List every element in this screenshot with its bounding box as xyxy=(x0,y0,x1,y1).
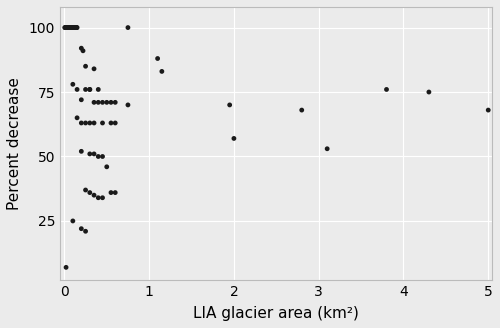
Point xyxy=(78,149,86,154)
Point xyxy=(86,120,94,126)
Point xyxy=(82,229,90,234)
Point xyxy=(73,25,81,30)
Point xyxy=(64,25,72,30)
Point xyxy=(78,46,86,51)
Point xyxy=(64,25,72,30)
Point xyxy=(94,87,102,92)
Point xyxy=(70,25,78,30)
Point xyxy=(72,25,80,30)
Point xyxy=(425,90,433,95)
Point xyxy=(90,120,98,126)
Point xyxy=(62,25,70,30)
Point xyxy=(68,25,76,30)
Point xyxy=(90,151,98,156)
Point xyxy=(73,87,81,92)
Point xyxy=(72,25,80,30)
Point xyxy=(86,87,94,92)
Point xyxy=(111,120,119,126)
Point xyxy=(66,25,74,30)
Point xyxy=(64,25,72,30)
Point xyxy=(67,25,75,30)
Point xyxy=(98,100,106,105)
Point xyxy=(484,108,492,113)
Point xyxy=(103,100,111,105)
Point xyxy=(78,120,86,126)
Point xyxy=(98,195,106,200)
Point xyxy=(61,25,69,30)
Point xyxy=(78,97,86,102)
Point xyxy=(98,120,106,126)
Point xyxy=(69,82,77,87)
Point xyxy=(73,115,81,120)
Point xyxy=(82,187,90,193)
Point xyxy=(70,25,78,30)
Point xyxy=(82,64,90,69)
Point xyxy=(90,100,98,105)
Point xyxy=(107,120,115,126)
Point xyxy=(66,25,74,30)
Point xyxy=(94,195,102,200)
Point xyxy=(62,25,70,30)
Point xyxy=(68,25,76,30)
Point xyxy=(70,25,78,30)
Point xyxy=(230,136,238,141)
Point xyxy=(103,164,111,170)
X-axis label: LIA glacier area (km²): LIA glacier area (km²) xyxy=(194,306,359,321)
Point xyxy=(111,100,119,105)
Point xyxy=(69,218,77,224)
Point xyxy=(94,154,102,159)
Point xyxy=(68,25,76,30)
Point xyxy=(94,100,102,105)
Point xyxy=(65,25,73,30)
Y-axis label: Percent decrease: Percent decrease xyxy=(7,77,22,210)
Point xyxy=(62,265,70,270)
Point xyxy=(62,25,70,30)
Point xyxy=(86,87,94,92)
Point xyxy=(86,190,94,195)
Point xyxy=(71,25,79,30)
Point xyxy=(124,102,132,108)
Point xyxy=(69,25,77,30)
Point xyxy=(70,25,78,30)
Point xyxy=(124,25,132,30)
Point xyxy=(158,69,166,74)
Point xyxy=(66,25,74,30)
Point xyxy=(79,48,87,53)
Point xyxy=(82,87,90,92)
Point xyxy=(66,25,74,30)
Point xyxy=(98,154,106,159)
Point xyxy=(107,190,115,195)
Point xyxy=(382,87,390,92)
Point xyxy=(323,146,331,152)
Point xyxy=(86,151,94,156)
Point xyxy=(64,25,72,30)
Point xyxy=(82,120,90,126)
Point xyxy=(63,25,71,30)
Point xyxy=(72,25,80,30)
Point xyxy=(72,25,80,30)
Point xyxy=(78,226,86,231)
Point xyxy=(111,190,119,195)
Point xyxy=(61,25,69,30)
Point xyxy=(90,66,98,72)
Point xyxy=(154,56,162,61)
Point xyxy=(90,193,98,198)
Point xyxy=(107,100,115,105)
Point xyxy=(298,108,306,113)
Point xyxy=(226,102,234,108)
